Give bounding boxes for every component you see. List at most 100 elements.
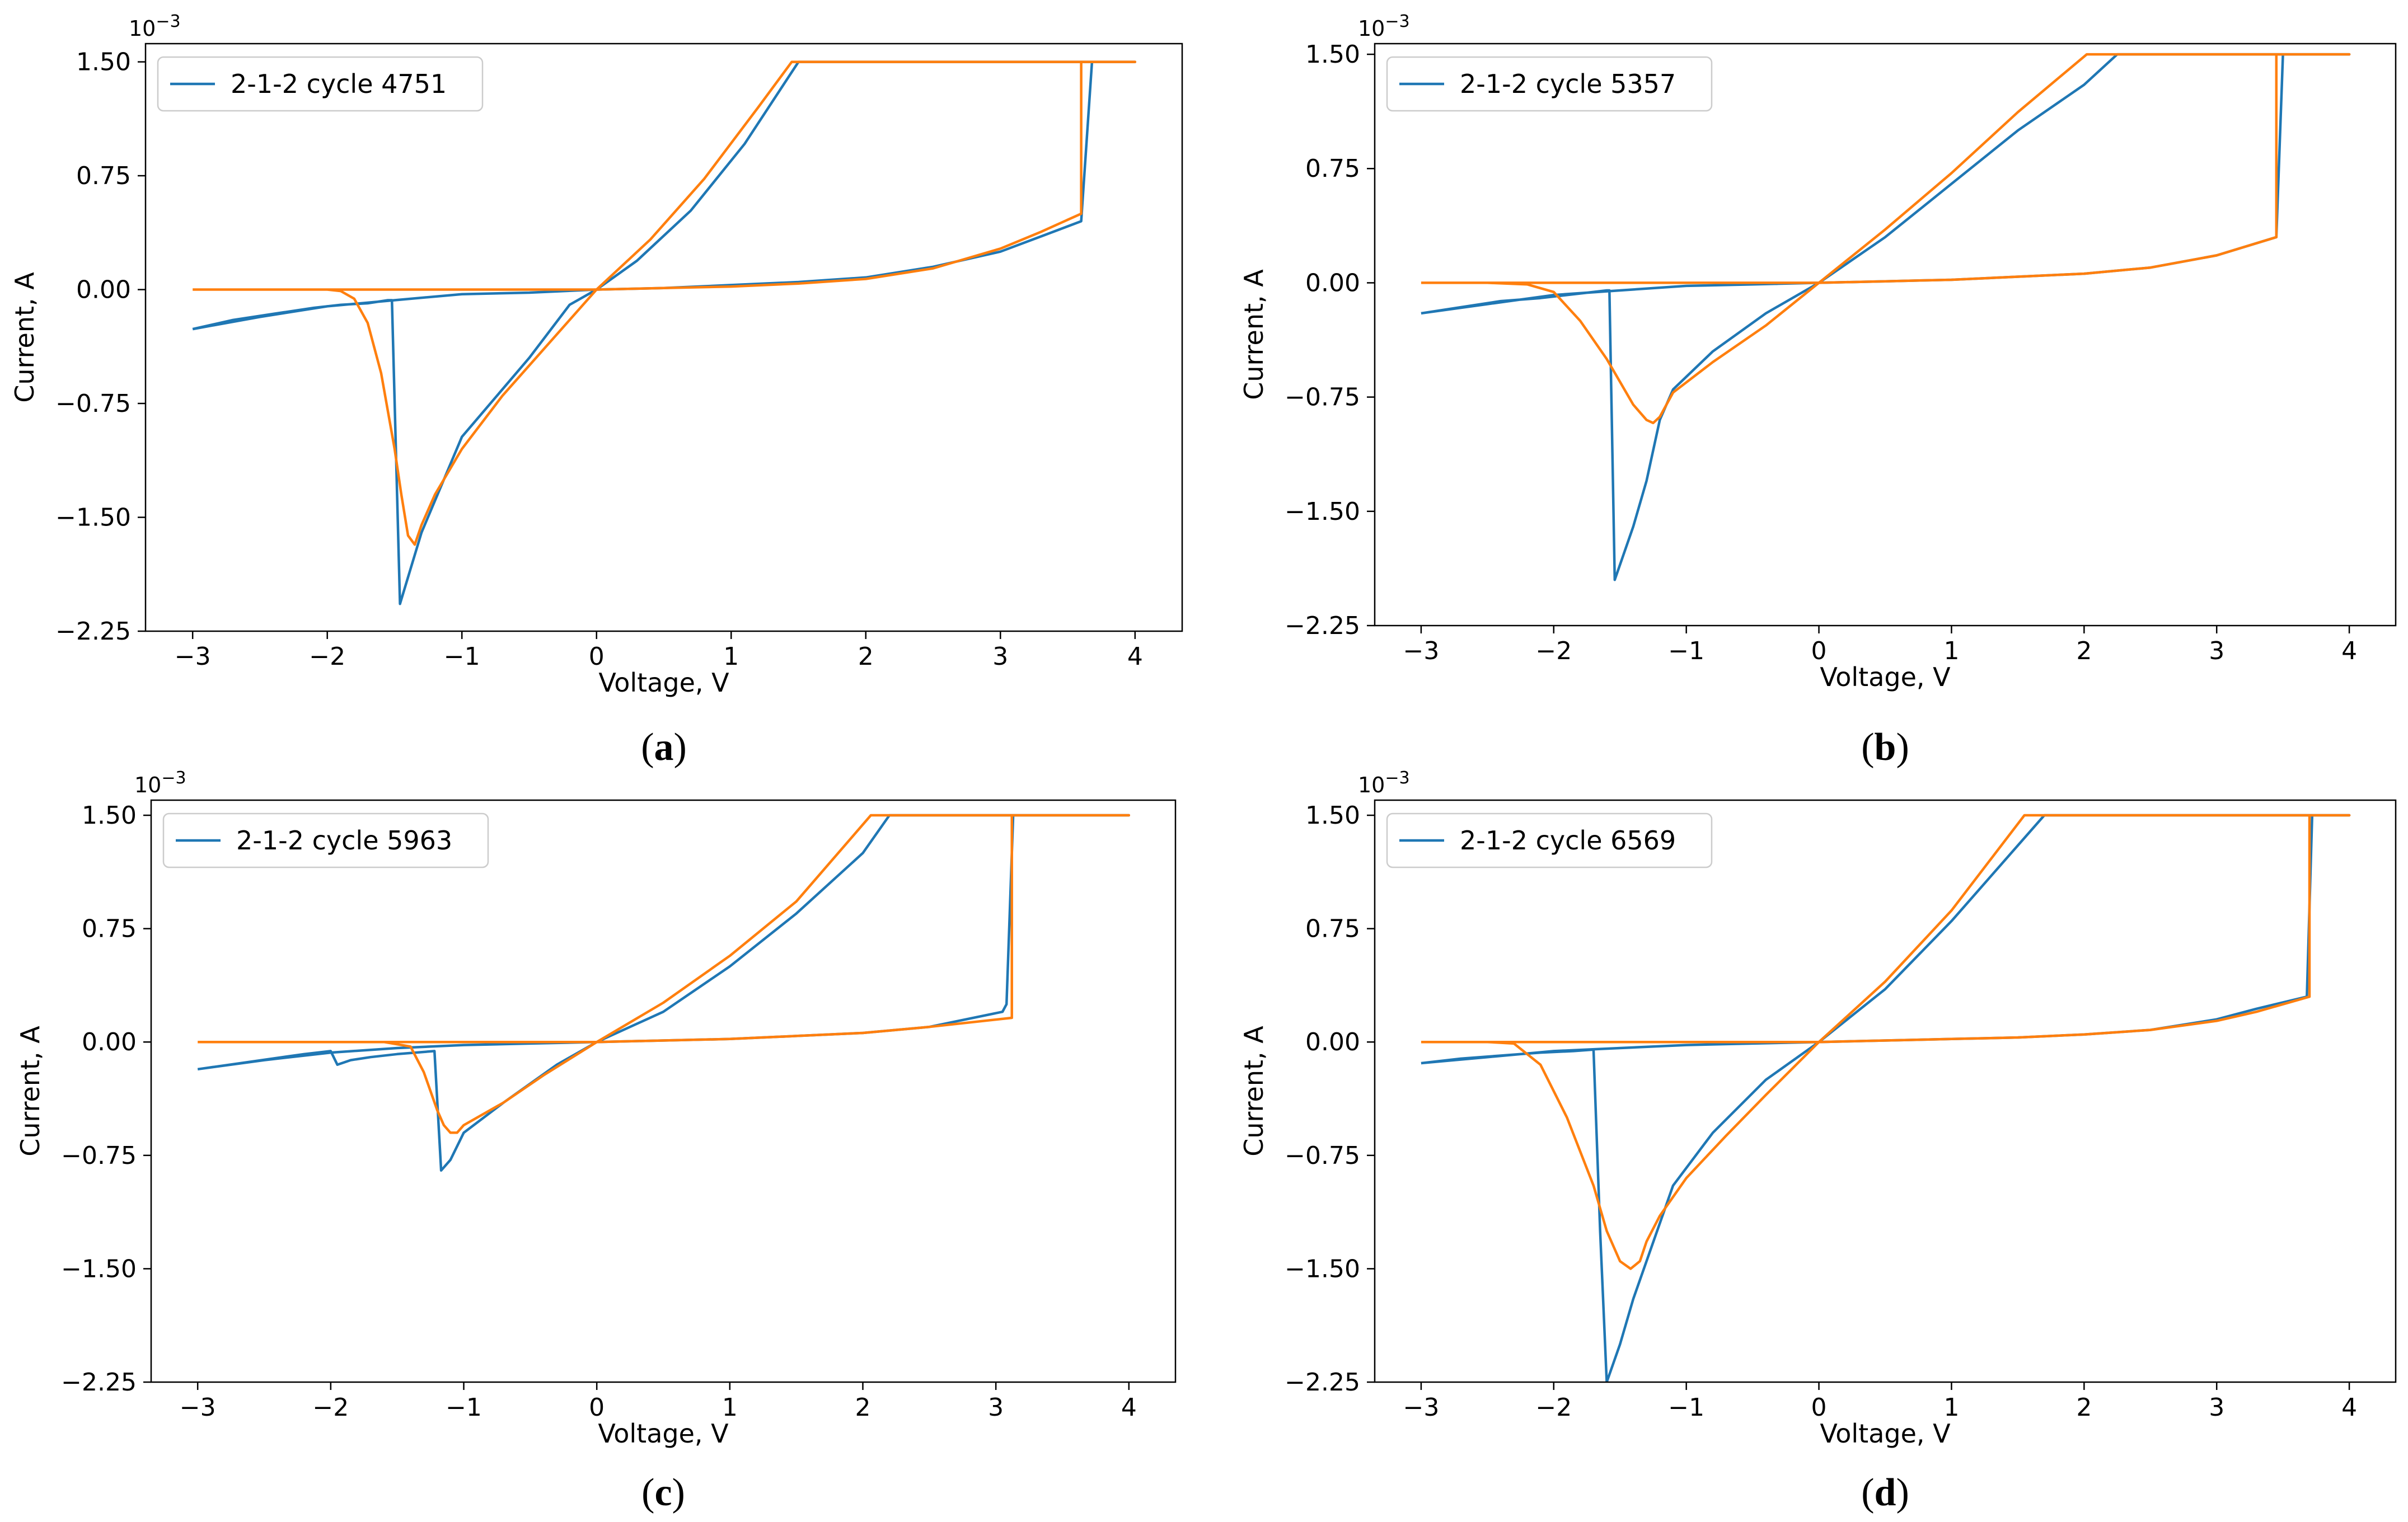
y-tick-label: −1.50 [1285, 1255, 1360, 1283]
axes-frame [144, 43, 1183, 632]
y-axis-title: Current, A [1239, 269, 1269, 400]
y-axis-title: Current, A [1239, 1026, 1269, 1157]
x-tick-label: −1 [444, 642, 480, 671]
legend-box [1386, 812, 1713, 868]
series-line-model [1421, 814, 2351, 1270]
x-tick-label: 2 [2076, 1393, 2092, 1422]
x-axis-title: Voltage, V [1820, 662, 1951, 692]
y-tick-label: −0.75 [61, 1142, 137, 1170]
y-tick-label: 0.00 [82, 1028, 137, 1056]
x-axis-title: Voltage, V [598, 668, 729, 698]
chart-panel-b: −3 −2 −1 0 1 2 3 4 1.50 0.75 0.00 −0.75 −1.50 −2.25 10… [1239, 12, 2397, 769]
x-tick-label: 3 [2209, 1393, 2224, 1422]
x-tick-label: −2 [1535, 1393, 1572, 1422]
axis-multiplier: 10−3 [1358, 768, 1410, 797]
x-axis-title: Voltage, V [598, 1418, 729, 1449]
y-tick-label: −0.75 [1285, 1142, 1360, 1170]
series-line-model [198, 814, 1131, 1134]
y-tick-label: 1.50 [82, 801, 137, 830]
series-line-model [1421, 53, 2351, 425]
legend-label: 2-1-2 cycle 5357 [1460, 69, 1676, 99]
legend-label: 2-1-2 cycle 4751 [231, 69, 447, 99]
x-tick-label: −2 [309, 642, 345, 671]
axes-frame [1374, 43, 2397, 627]
y-tick-label: −2.25 [1285, 612, 1360, 640]
legend-label: 2-1-2 cycle 5963 [236, 825, 452, 856]
axes-frame [150, 799, 1177, 1383]
y-tick-label: 0.75 [82, 915, 137, 943]
y-tick-label: −2.25 [61, 1368, 137, 1397]
x-tick-label: −1 [1668, 1393, 1704, 1422]
x-tick-label: −1 [446, 1393, 482, 1422]
y-tick-label: 0.00 [1305, 269, 1360, 297]
x-tick-label: 1 [1943, 637, 1959, 665]
x-tick-label: 4 [2341, 637, 2357, 665]
y-tick-label: 1.50 [1305, 801, 1360, 830]
x-tick-label: 4 [1127, 642, 1143, 671]
x-tick-label: 0 [1811, 1393, 1827, 1422]
y-tick-label: 1.50 [76, 48, 131, 77]
y-tick-label: −2.25 [1285, 1368, 1360, 1397]
x-tick-label: 1 [1943, 1393, 1959, 1422]
y-tick-label: 0.00 [76, 276, 131, 304]
axes-frame [1374, 799, 2397, 1383]
x-tick-label: 2 [2076, 637, 2092, 665]
x-tick-label: −3 [180, 1393, 216, 1422]
legend-box [1386, 56, 1713, 112]
x-tick-label: 0 [589, 642, 605, 671]
series-line-measured [1421, 814, 2351, 1382]
x-axis-title: Voltage, V [1820, 1418, 1951, 1449]
chart-panel-c: −3 −2 −1 0 1 2 3 4 1.50 0.75 0.00 −0.75 −1.50 −2.25 10… [15, 768, 1177, 1514]
legend-label: 2-1-2 cycle 6569 [1460, 825, 1676, 856]
y-tick-label: −1.50 [1285, 497, 1360, 526]
axis-multiplier: 10−3 [1358, 12, 1410, 41]
chart-panel-d: −3 −2 −1 0 1 2 3 4 1.50 0.75 0.00 −0.75 −1.50 −2.25 10… [1239, 768, 2397, 1514]
legend-box [157, 56, 484, 112]
x-tick-label: 3 [2209, 637, 2224, 665]
panel-caption: (c) [641, 1471, 685, 1514]
series-line-model [193, 60, 1137, 546]
axis-multiplier: 10−3 [129, 12, 181, 41]
x-tick-label: 3 [988, 1393, 1004, 1422]
x-tick-label: 0 [589, 1393, 605, 1422]
panel-caption: (a) [641, 726, 687, 769]
x-tick-label: 1 [722, 1393, 738, 1422]
x-tick-label: 2 [858, 642, 874, 671]
x-tick-label: 4 [1121, 1393, 1137, 1422]
x-tick-label: 0 [1811, 637, 1827, 665]
y-tick-label: −2.25 [55, 617, 131, 646]
y-tick-label: 0.75 [1305, 915, 1360, 943]
series-line-measured [1421, 53, 2351, 581]
panel-caption: (d) [1861, 1471, 1909, 1514]
series-line-measured [192, 60, 1137, 605]
legend-box [162, 812, 489, 868]
x-tick-label: 1 [723, 642, 739, 671]
legend: 2-1-2 cycle 5357 [1386, 56, 1713, 112]
x-tick-label: 3 [992, 642, 1008, 671]
x-tick-label: −3 [175, 642, 211, 671]
x-tick-label: 2 [855, 1393, 870, 1422]
axis-multiplier: 10−3 [134, 768, 186, 797]
legend: 2-1-2 cycle 6569 [1386, 812, 1713, 868]
y-tick-label: −1.50 [55, 504, 131, 532]
y-tick-label: −0.75 [55, 389, 131, 418]
y-axis-title: Current, A [15, 1026, 45, 1157]
legend: 2-1-2 cycle 5963 [162, 812, 489, 868]
y-tick-label: 0.00 [1305, 1028, 1360, 1056]
y-tick-label: 0.75 [76, 162, 131, 190]
legend: 2-1-2 cycle 4751 [157, 56, 484, 112]
x-tick-label: −3 [1403, 1393, 1439, 1422]
y-axis-title: Current, A [10, 272, 40, 403]
panel-caption: (b) [1861, 726, 1909, 769]
y-tick-label: −1.50 [61, 1255, 137, 1283]
x-tick-label: 4 [2341, 1393, 2357, 1422]
series-line-measured [197, 814, 1131, 1172]
y-tick-label: 0.75 [1305, 154, 1360, 183]
y-tick-label: −0.75 [1285, 383, 1360, 412]
x-tick-label: −2 [312, 1393, 349, 1422]
x-tick-label: −2 [1535, 637, 1572, 665]
chart-panel-a: −3 −2 −1 0 1 2 3 4 1.50 0.75 0.00 −0.75 −1.50 −2.25 10… [10, 12, 1183, 769]
x-tick-label: −1 [1668, 637, 1704, 665]
x-tick-label: −3 [1403, 637, 1439, 665]
